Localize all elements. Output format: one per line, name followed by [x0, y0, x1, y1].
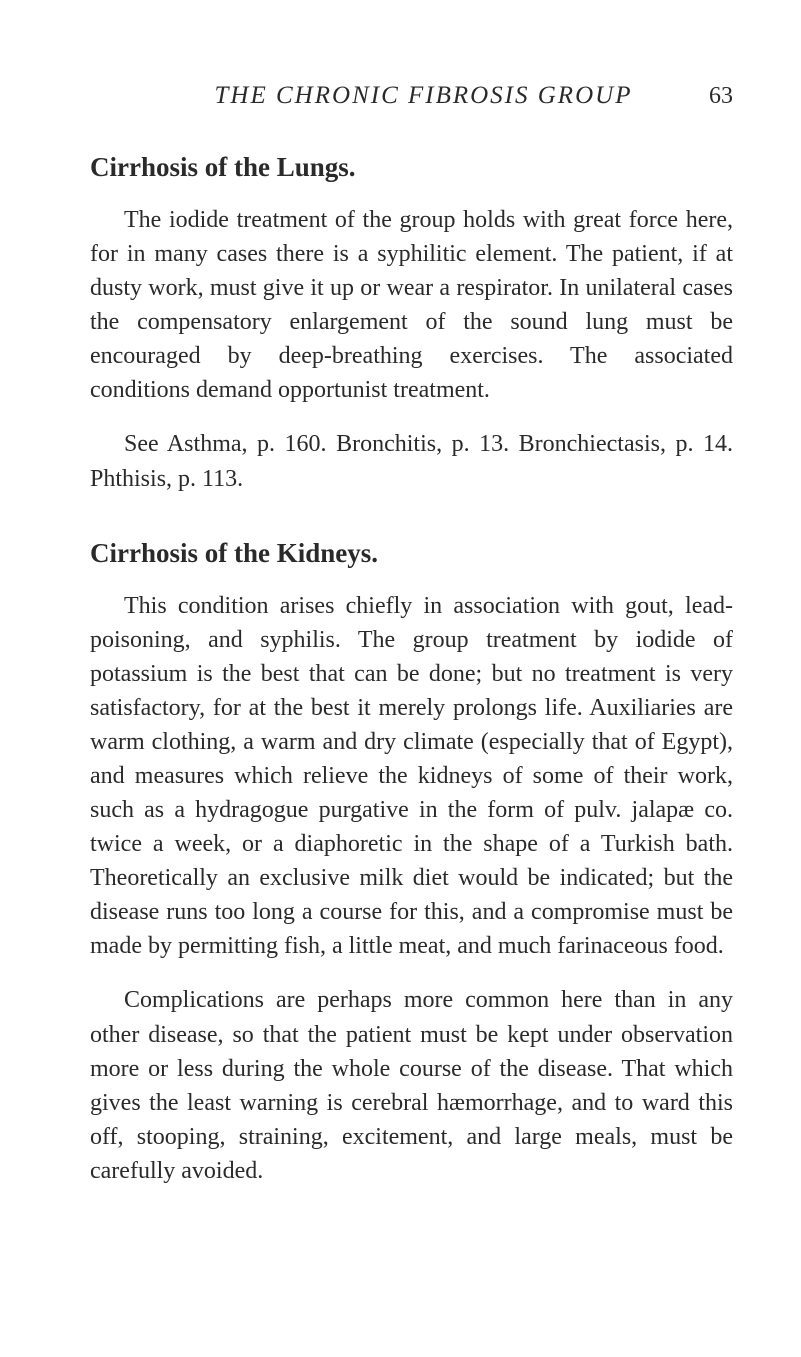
running-title: THE CHRONIC FIBROSIS GROUP [90, 82, 709, 110]
section-title-kidneys: Cirrhosis of the Kidneys. [90, 538, 733, 569]
body-paragraph: Complications are perhaps more common he… [90, 983, 733, 1187]
body-paragraph: See Asthma, p. 160. Bronchitis, p. 13. B… [90, 427, 733, 495]
running-header: THE CHRONIC FIBROSIS GROUP 63 [90, 82, 733, 110]
body-paragraph: The iodide treatment of the group holds … [90, 203, 733, 407]
body-paragraph: This condition arises chiefly in associa… [90, 589, 733, 964]
section-title-lungs: Cirrhosis of the Lungs. [90, 152, 733, 183]
page-number: 63 [709, 83, 733, 110]
